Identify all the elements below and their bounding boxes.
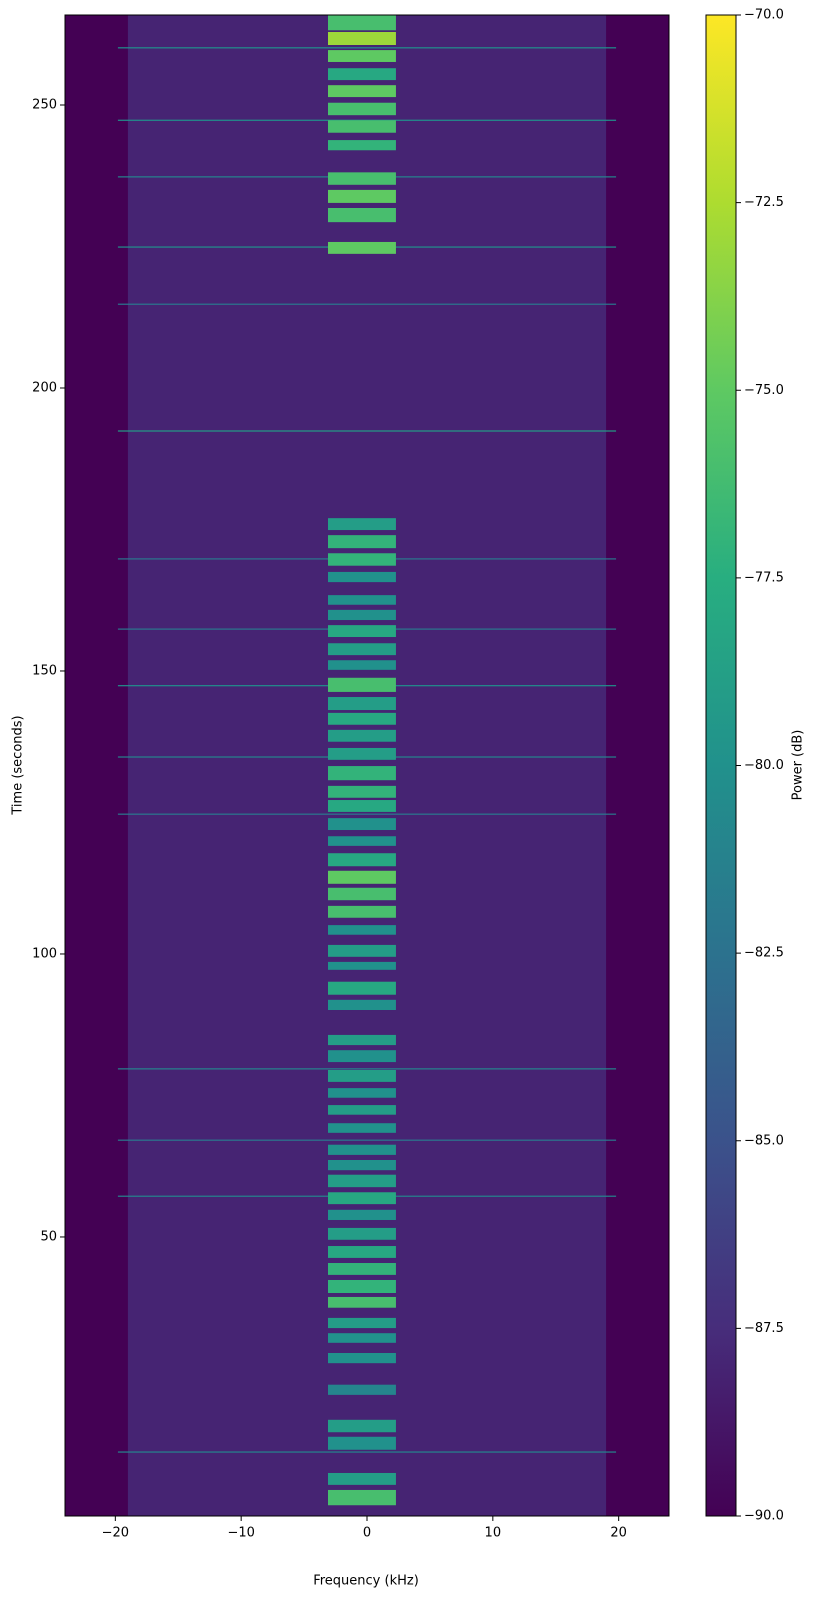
burst <box>327 887 396 901</box>
wideband-line <box>117 1068 617 1070</box>
wideband-line <box>117 119 617 121</box>
burst <box>327 68 396 81</box>
y-tick-label: 100 <box>32 946 57 961</box>
burst <box>327 1246 396 1258</box>
burst <box>327 925 396 935</box>
burst <box>327 870 396 884</box>
burst <box>327 189 396 203</box>
burst <box>327 818 396 831</box>
burst <box>327 1436 396 1450</box>
burst <box>327 677 396 692</box>
burst <box>327 1263 396 1275</box>
y-tick-label: 50 <box>40 1229 57 1244</box>
wideband-line <box>117 430 617 432</box>
x-axis-label: Frequency (kHz) <box>313 1574 419 1589</box>
burst <box>327 999 396 1011</box>
burst <box>327 1174 396 1188</box>
burst <box>327 140 396 151</box>
burst <box>327 50 396 62</box>
colorbar-tick-label: −90.0 <box>744 1509 784 1524</box>
burst <box>327 905 396 918</box>
burst <box>327 85 396 98</box>
burst <box>327 961 396 970</box>
burst <box>327 981 396 995</box>
burst <box>327 1472 396 1485</box>
burst <box>327 766 396 781</box>
burst <box>327 102 396 116</box>
wideband-line <box>117 813 617 815</box>
burst <box>327 609 396 621</box>
burst <box>327 1123 396 1133</box>
x-tick-label: 0 <box>363 1526 371 1541</box>
plot-area <box>65 15 669 1516</box>
burst <box>327 120 396 133</box>
y-tick-label: 200 <box>32 380 57 395</box>
colorbar-tick-label: −80.0 <box>744 758 784 773</box>
burst <box>327 785 396 798</box>
burst <box>327 1489 396 1506</box>
burst <box>327 643 396 656</box>
burst <box>327 1159 396 1171</box>
burst <box>327 518 396 531</box>
burst <box>327 1192 396 1205</box>
y-axis-label: Time (seconds) <box>11 715 26 815</box>
burst <box>327 1384 396 1395</box>
burst <box>327 1279 396 1294</box>
colorbar-tick-label: −85.0 <box>744 1133 784 1148</box>
burst <box>327 836 396 846</box>
burst <box>327 571 396 583</box>
wideband-line <box>117 1139 617 1141</box>
burst <box>327 15 396 31</box>
burst <box>327 241 396 254</box>
burst <box>327 553 396 566</box>
colorbar-label: Power (dB) <box>791 730 806 801</box>
burst <box>327 208 396 223</box>
burst <box>327 1317 396 1329</box>
burst <box>327 172 396 185</box>
burst <box>327 1034 396 1046</box>
burst <box>327 1088 396 1098</box>
colorbar-tick-label: −72.5 <box>744 195 784 210</box>
burst <box>327 853 396 867</box>
burst <box>327 1050 396 1063</box>
burst <box>327 660 396 670</box>
colorbar-tick-label: −82.5 <box>744 946 784 961</box>
burst <box>327 1144 396 1155</box>
wideband-line <box>117 303 617 305</box>
wideband-line <box>117 1451 617 1453</box>
y-tick-label: 250 <box>32 97 57 112</box>
burst <box>327 1105 396 1115</box>
x-tick-label: −20 <box>102 1526 129 1541</box>
burst <box>327 697 396 711</box>
burst <box>327 1352 396 1364</box>
x-tick-label: 10 <box>485 1526 502 1541</box>
burst <box>327 712 396 725</box>
x-tick-label: −10 <box>227 1526 254 1541</box>
burst <box>327 1419 396 1433</box>
burst <box>327 1333 396 1343</box>
y-tick-label: 150 <box>32 663 57 678</box>
wideband-line <box>117 47 617 49</box>
burst <box>327 747 396 760</box>
burst <box>327 1227 396 1240</box>
colorbar-tick-label: −70.0 <box>744 8 784 23</box>
x-tick-label: 20 <box>610 1526 627 1541</box>
colorbar <box>705 14 737 1517</box>
burst <box>327 729 396 742</box>
colorbar-tick-label: −77.5 <box>744 570 784 585</box>
burst <box>327 800 396 812</box>
burst <box>327 1296 396 1308</box>
burst <box>327 944 396 957</box>
burst <box>327 1209 396 1220</box>
burst <box>327 535 396 549</box>
burst <box>327 595 396 605</box>
burst <box>327 1070 396 1082</box>
colorbar-tick-label: −75.0 <box>744 383 784 398</box>
burst <box>327 31 396 45</box>
colorbar-tick-label: −87.5 <box>744 1321 784 1336</box>
burst <box>327 625 396 638</box>
